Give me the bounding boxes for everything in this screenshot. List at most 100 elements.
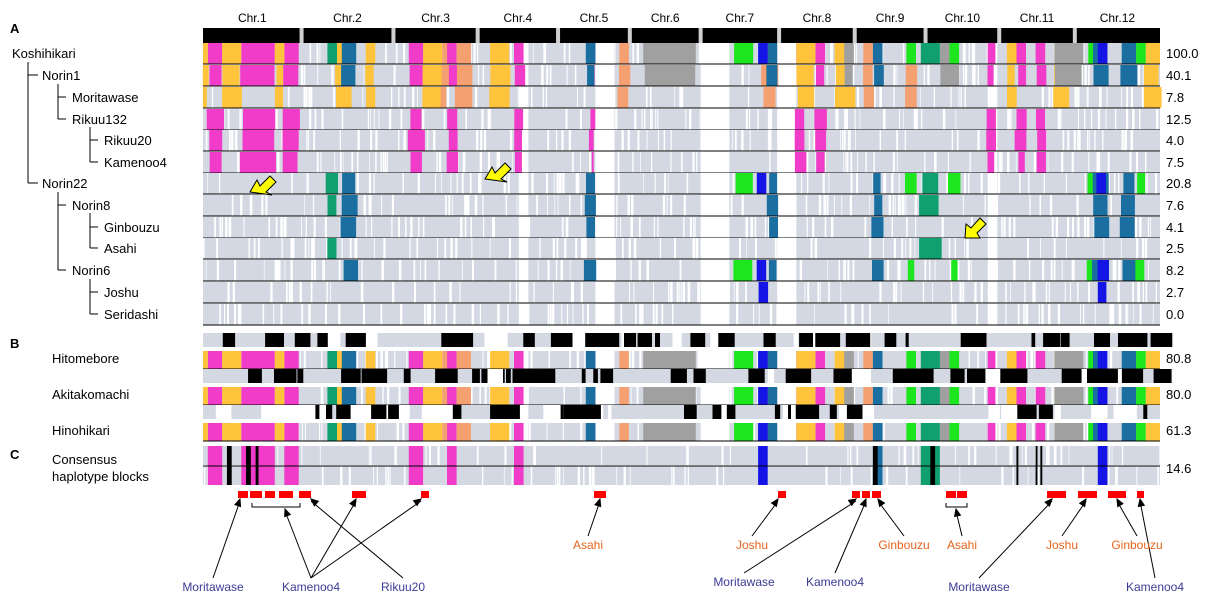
haplotype-gap	[1155, 282, 1157, 303]
chromosome-separator	[299, 28, 304, 43]
haplotype-segment	[758, 387, 768, 405]
haplotype-gap	[444, 238, 447, 259]
haplotype-gap	[402, 173, 404, 194]
haplotype-gap	[753, 423, 756, 441]
haplotype-gap	[661, 304, 664, 325]
haplotype-gap	[1072, 260, 1075, 281]
haplotype-segment	[767, 43, 778, 64]
arrowhead-icon	[284, 507, 292, 518]
haplotype-gap	[739, 238, 741, 259]
haplotype-segment	[282, 152, 298, 173]
ancestry-segment	[319, 405, 326, 419]
haplotype-gap	[1139, 217, 1142, 238]
haplotype-gap	[1094, 130, 1096, 151]
haplotype-gap	[369, 195, 372, 216]
haplotype-gap	[1017, 304, 1020, 325]
haplotype-gap	[1114, 173, 1116, 194]
haplotype-gap	[583, 87, 586, 108]
haplotype-gap	[310, 87, 313, 108]
haplotype-segment	[588, 130, 594, 151]
haplotype-gap	[655, 109, 657, 130]
haplotype-gap	[556, 173, 559, 194]
haplotype-gap	[1046, 446, 1049, 465]
haplotype-gap	[1007, 109, 1010, 130]
haplotype-segment	[987, 351, 996, 369]
haplotype-gap	[478, 65, 480, 86]
haplotype-segment	[920, 43, 940, 64]
haplotype-segment	[844, 387, 854, 405]
haplotype-gap	[595, 282, 615, 303]
haplotype-gap	[844, 109, 847, 130]
ancestry-segment	[1143, 405, 1148, 419]
haplotype-gap	[417, 87, 418, 108]
haplotype-gap	[659, 238, 662, 259]
haplotype-segment	[619, 43, 629, 64]
haplotype-gap	[1082, 423, 1085, 441]
haplotype-gap	[968, 351, 970, 369]
annotation-pointer	[310, 500, 404, 579]
haplotype-gap	[984, 195, 986, 216]
haplotype-segment	[341, 387, 357, 405]
haplotype-segment	[1119, 217, 1135, 238]
haplotype-gap	[746, 109, 748, 130]
haplotype-gap	[474, 195, 478, 216]
ancestry-segment	[361, 369, 374, 383]
haplotype-gap	[290, 282, 293, 303]
haplotype-segment	[905, 173, 917, 194]
ancestry-segment	[512, 369, 522, 383]
haplotype-gap	[484, 387, 487, 405]
haplotype-segment	[815, 65, 825, 86]
haplotype-gap	[746, 238, 747, 259]
haplotype-gap	[563, 387, 565, 405]
haplotype-segment	[1093, 195, 1108, 216]
haplotype-gap	[530, 351, 533, 369]
ancestry-segment	[327, 333, 341, 347]
chromosome-label: Chr.3	[421, 11, 450, 25]
haplotype-gap	[650, 87, 652, 108]
haplotype-gap	[898, 173, 900, 194]
haplotype-gap	[1110, 195, 1112, 216]
haplotype-gap	[234, 304, 236, 325]
haplotype-gap	[955, 109, 957, 130]
haplotype-gap	[670, 152, 672, 173]
ancestry-segment	[1113, 405, 1137, 419]
haplotype-gap	[533, 446, 536, 465]
haplotype-segment	[207, 423, 223, 441]
haplotype-gap	[563, 43, 566, 64]
haplotype-segment	[872, 423, 883, 441]
haplotype-gap	[670, 130, 672, 151]
haplotype-gap	[1141, 87, 1144, 108]
haplotype-gap	[873, 152, 875, 173]
haplotype-gap	[646, 87, 648, 108]
haplotype-gap	[890, 387, 893, 405]
haplotype-gap	[575, 238, 578, 259]
haplotype-gap	[812, 217, 815, 238]
ancestry-segment	[472, 369, 480, 383]
haplotype-gap	[616, 466, 618, 485]
haplotype-gap	[445, 304, 448, 325]
consensus-block	[352, 491, 366, 498]
haplotype-segment	[274, 351, 285, 369]
haplotype-gap	[635, 304, 637, 325]
haplotype-gap	[643, 173, 645, 194]
haplotype-gap	[301, 423, 303, 441]
haplotype-segment	[447, 387, 457, 405]
haplotype-gap	[1003, 217, 1006, 238]
ancestry-segment	[1091, 405, 1108, 419]
haplotype-gap	[398, 87, 400, 108]
haplotype-gap	[276, 260, 279, 281]
haplotype-gap	[476, 130, 479, 151]
haplotype-gap	[1107, 173, 1110, 194]
haplotype-gap	[721, 446, 724, 465]
haplotype-gap	[666, 195, 668, 216]
haplotype-gap	[621, 130, 624, 151]
haplotype-gap	[203, 238, 205, 259]
haplotype-gap	[1008, 217, 1011, 238]
haplotype-segment	[796, 387, 816, 405]
haplotype-gap	[898, 260, 901, 281]
haplotype-gap	[815, 152, 816, 173]
haplotype-gap	[968, 446, 970, 465]
haplotype-gap	[403, 87, 406, 108]
haplotype-gap	[562, 423, 564, 441]
haplotype-gap	[973, 43, 976, 64]
